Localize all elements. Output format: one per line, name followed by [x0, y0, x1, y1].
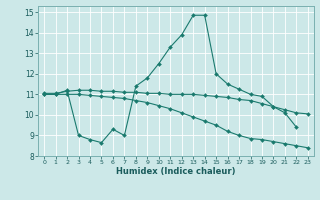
X-axis label: Humidex (Indice chaleur): Humidex (Indice chaleur)	[116, 167, 236, 176]
